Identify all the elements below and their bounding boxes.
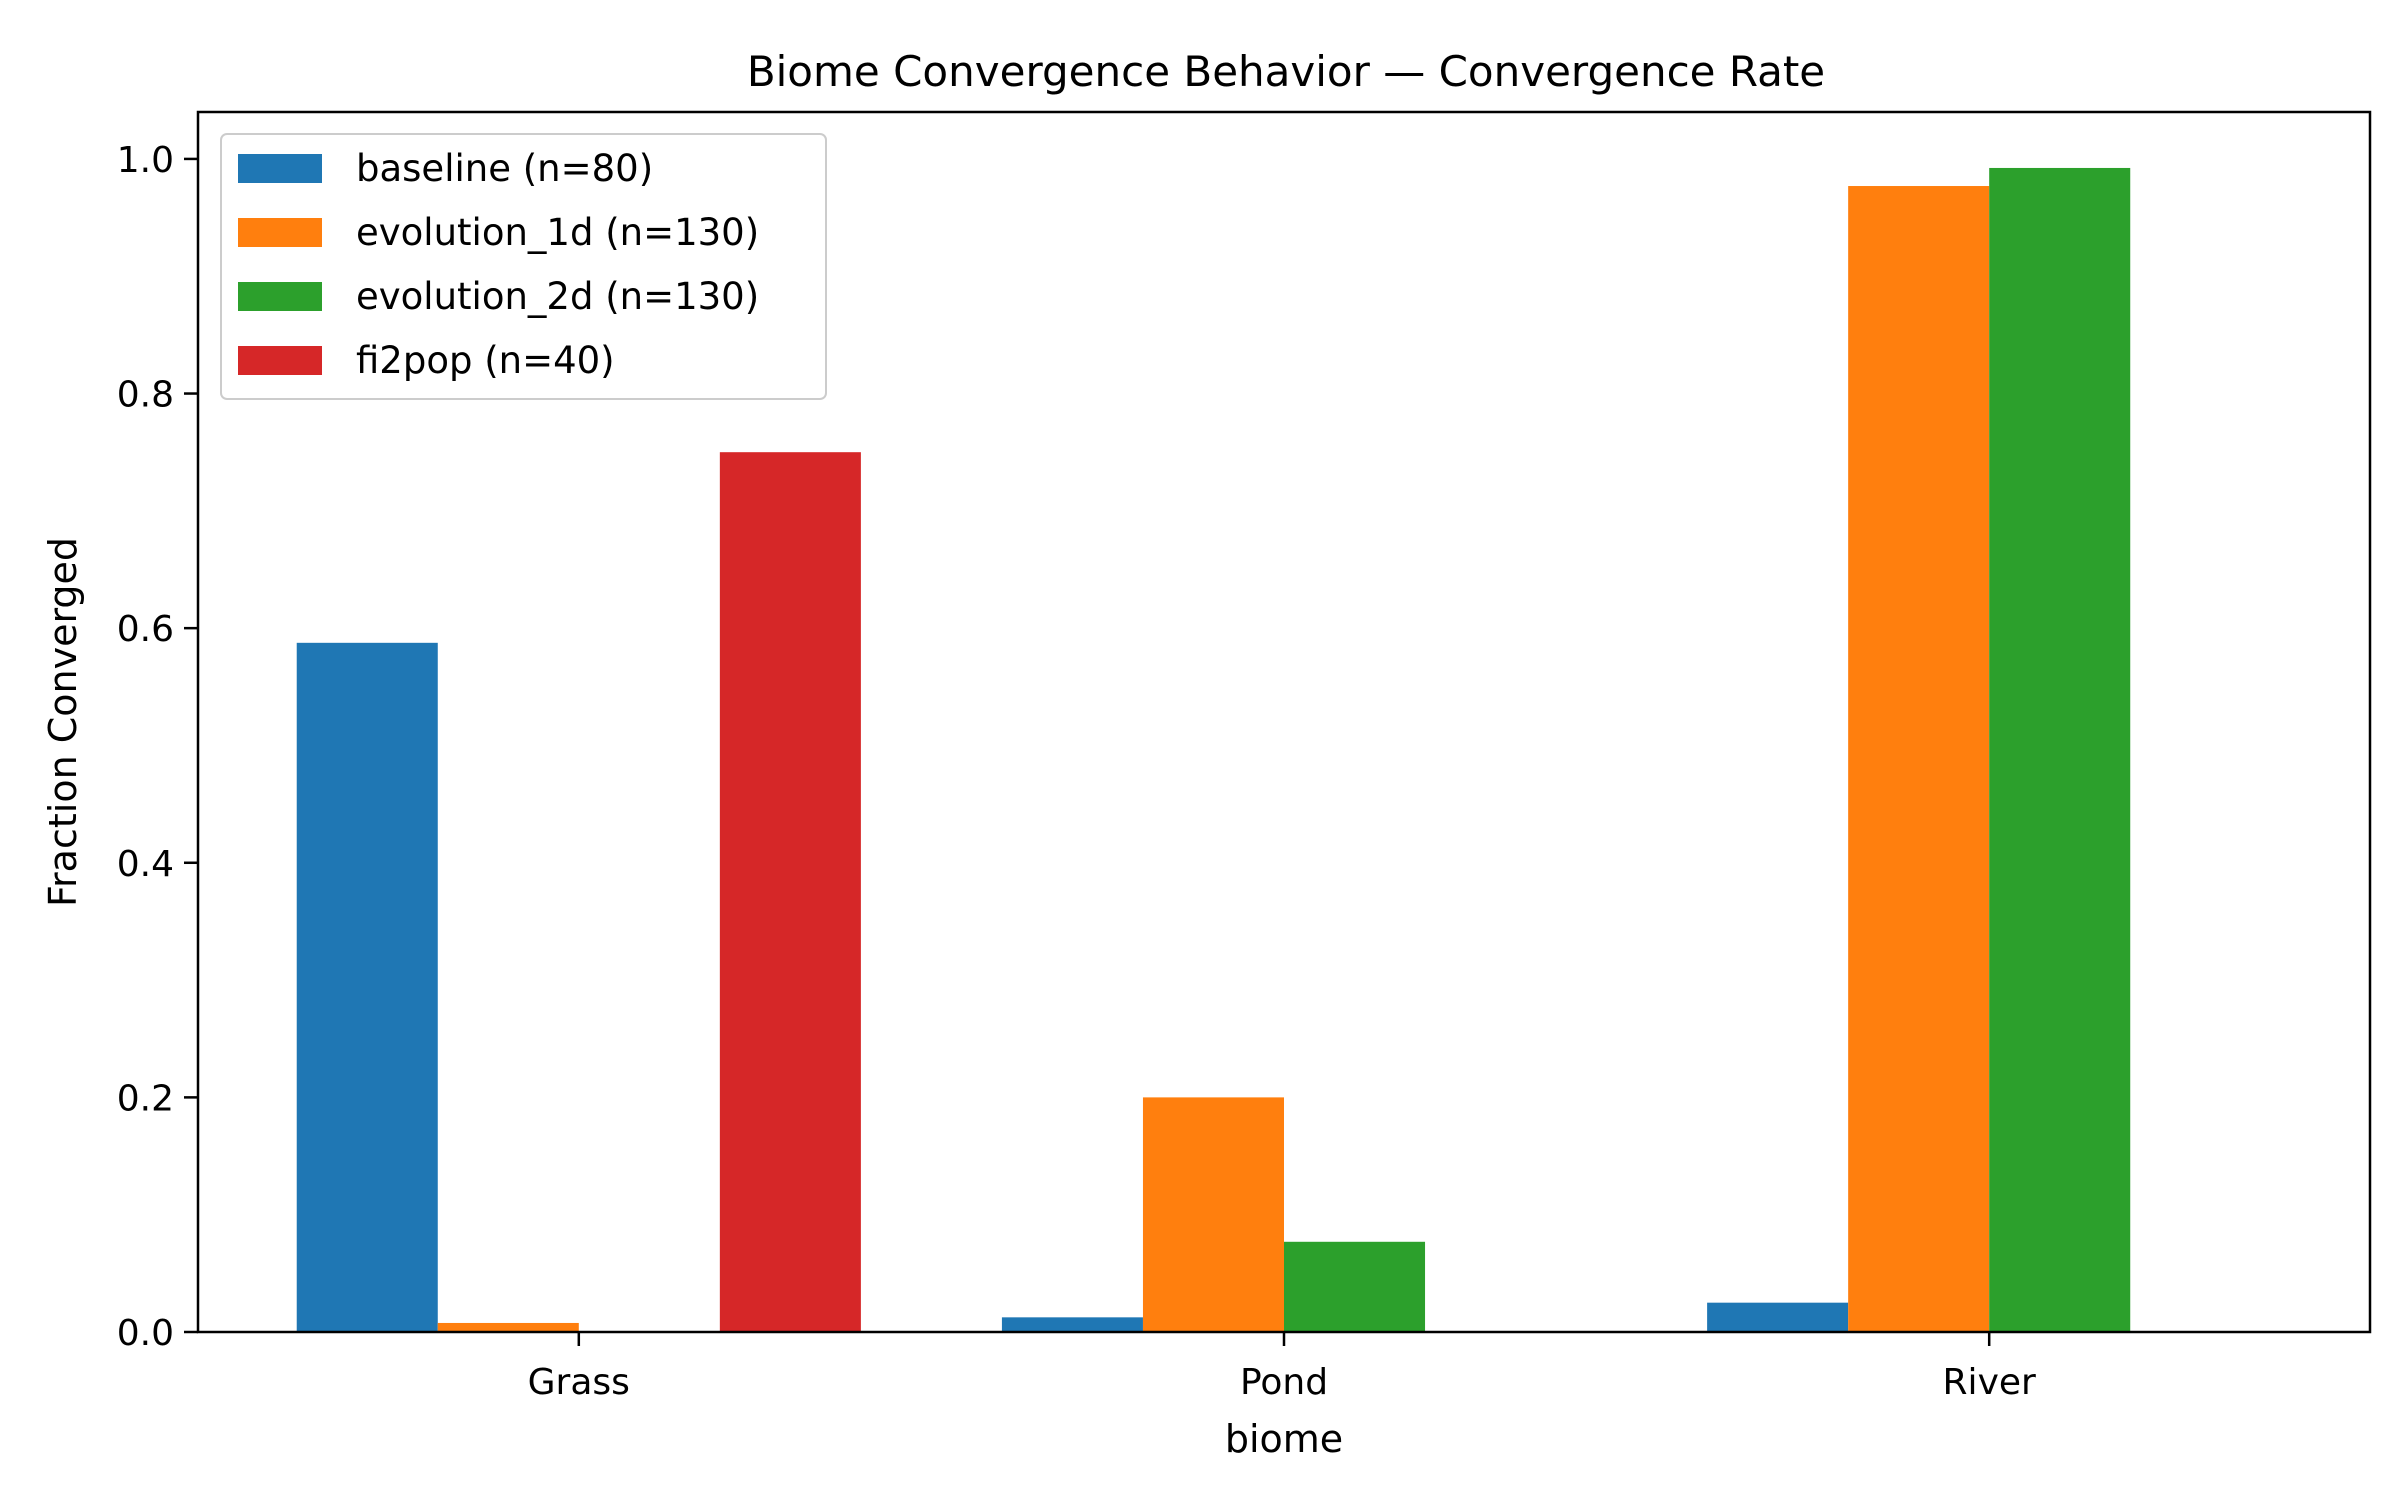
legend-label-0: baseline (n=80) (356, 147, 653, 190)
bar-grass-series-3 (719, 452, 861, 1332)
chart-title: Biome Convergence Behavior — Convergence… (747, 47, 1825, 96)
y-tick-label: 0.8 (117, 375, 174, 416)
legend-swatch-2 (238, 282, 322, 311)
x-tick-label-grass: Grass (528, 1362, 630, 1403)
legend-frame (220, 133, 827, 400)
y-axis-label: Fraction Converged (41, 537, 85, 907)
legend: baseline (n=80) evolution_1d (n=130) evolu… (220, 133, 827, 400)
legend-label-1: evolution_1d (n=130) (356, 211, 759, 254)
bar-grass-series-1 (437, 1322, 579, 1332)
x-axis-label: biome (1225, 1417, 1343, 1461)
bar-pond-series-1 (1142, 1097, 1284, 1332)
y-tick-label: 0.6 (117, 609, 174, 650)
y-axis: 0.0 0.2 0.4 0.6 0.8 1.0 (117, 140, 198, 1354)
bar-river-series-2 (1989, 167, 2131, 1332)
legend-swatch-3 (238, 346, 322, 375)
x-axis: Grass Pond River (528, 1332, 2036, 1403)
bar-river-series-0 (1707, 1302, 1849, 1332)
y-tick-label: 0.0 (117, 1313, 174, 1354)
bar-grass-series-0 (296, 642, 438, 1332)
bar-river-series-1 (1848, 186, 1990, 1333)
x-tick-label-pond: Pond (1240, 1362, 1328, 1403)
y-tick-label: 0.2 (117, 1078, 174, 1119)
bar-pond-series-2 (1284, 1241, 1426, 1332)
bars-group (296, 167, 2131, 1333)
x-tick-label-river: River (1943, 1362, 2036, 1403)
bar-pond-series-0 (1001, 1317, 1143, 1332)
legend-label-3: fi2pop (n=40) (356, 339, 615, 382)
legend-label-2: evolution_2d (n=130) (356, 275, 759, 318)
legend-swatch-0 (238, 154, 322, 183)
y-tick-label: 0.4 (117, 844, 174, 885)
legend-swatch-1 (238, 218, 322, 247)
y-tick-label: 1.0 (117, 140, 174, 181)
